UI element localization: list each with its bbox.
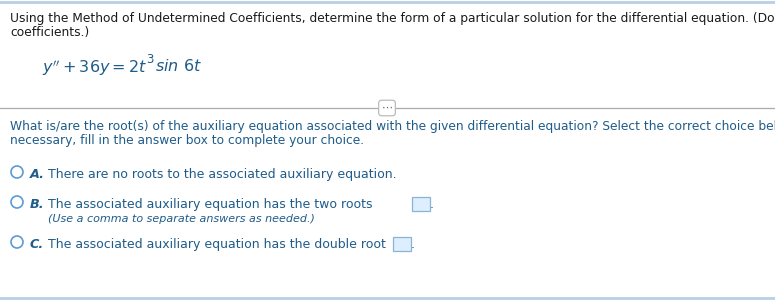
Text: $y'' + 36y = 2t$: $y'' + 36y = 2t$ xyxy=(42,58,147,78)
Text: .: . xyxy=(411,238,415,251)
FancyBboxPatch shape xyxy=(393,237,411,251)
FancyBboxPatch shape xyxy=(412,197,430,211)
Text: A.: A. xyxy=(30,168,45,181)
Text: necessary, fill in the answer box to complete your choice.: necessary, fill in the answer box to com… xyxy=(10,134,364,147)
Text: C.: C. xyxy=(30,238,44,251)
Text: ⋯: ⋯ xyxy=(381,103,393,113)
Text: There are no roots to the associated auxiliary equation.: There are no roots to the associated aux… xyxy=(48,168,397,181)
Text: What is/are the root(s) of the auxiliary equation associated with the given diff: What is/are the root(s) of the auxiliary… xyxy=(10,120,775,133)
Text: $3$: $3$ xyxy=(146,53,154,66)
Text: Using the Method of Undetermined Coefficients, determine the form of a particula: Using the Method of Undetermined Coeffic… xyxy=(10,12,775,25)
Text: The associated auxiliary equation has the double root: The associated auxiliary equation has th… xyxy=(48,238,386,251)
Text: coefficients.): coefficients.) xyxy=(10,26,89,39)
Text: (Use a comma to separate answers as needed.): (Use a comma to separate answers as need… xyxy=(48,214,315,224)
Text: B.: B. xyxy=(30,198,45,211)
Text: The associated auxiliary equation has the two roots: The associated auxiliary equation has th… xyxy=(48,198,373,211)
Text: .: . xyxy=(430,198,434,211)
Text: $\mathit{sin\ 6t}$: $\mathit{sin\ 6t}$ xyxy=(155,58,202,74)
